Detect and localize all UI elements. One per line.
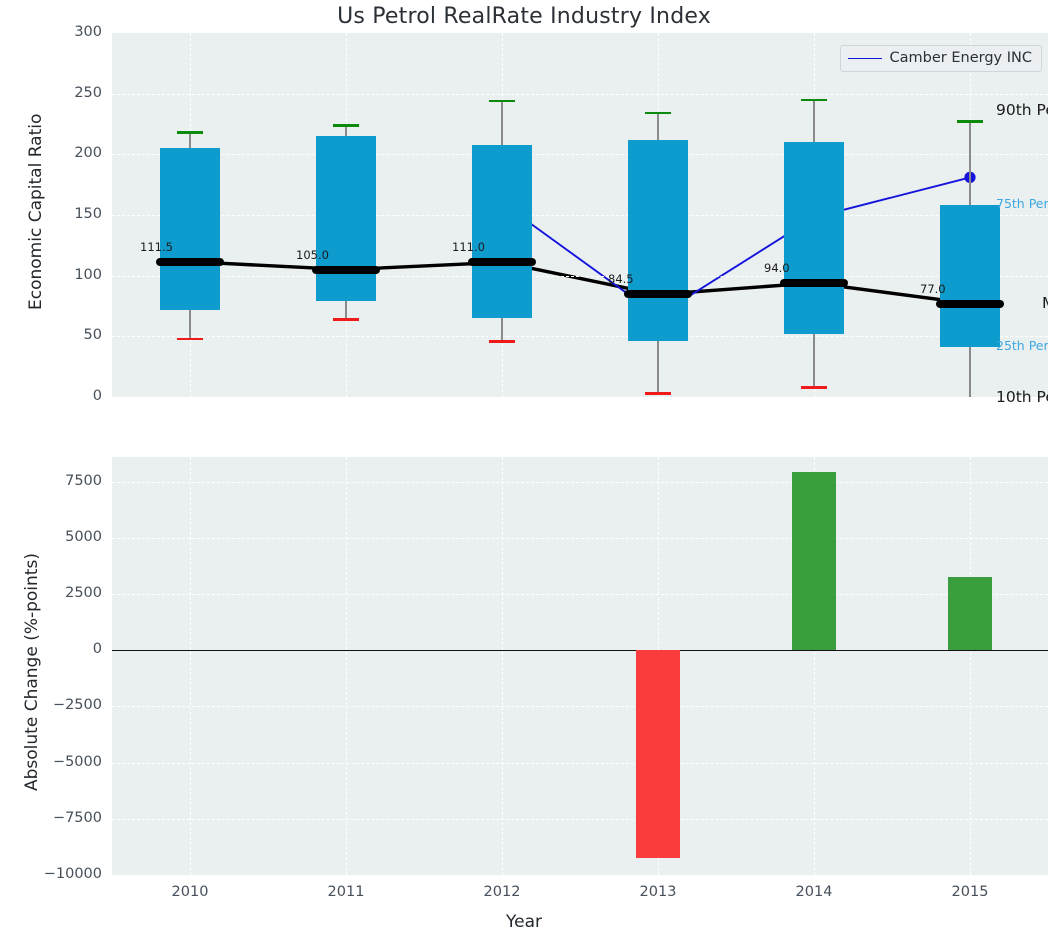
x-tick-label: 2010 xyxy=(171,884,209,900)
panel-industry-distribution xyxy=(112,33,1048,397)
legend: Camber Energy INC xyxy=(839,45,1042,72)
p90-cap xyxy=(801,98,827,102)
y-tick-label: 100 xyxy=(74,266,102,283)
annotation-median: Median xyxy=(1042,294,1048,312)
p90-cap xyxy=(333,124,359,127)
p10-cap xyxy=(333,318,359,321)
percentile-box xyxy=(472,144,532,319)
legend-label-camber-energy: Camber Energy INC xyxy=(889,50,1032,66)
change-bar-negative xyxy=(636,650,680,859)
x-tick-label: 2011 xyxy=(327,884,365,900)
median-value-label: 111.0 xyxy=(452,240,485,255)
gridline-horizontal xyxy=(112,818,1048,820)
y-tick-label: 200 xyxy=(74,145,102,162)
median-marker xyxy=(156,257,224,266)
top-panel-overlay xyxy=(189,171,976,322)
median-marker xyxy=(936,299,1004,308)
y-tick-label: −10000 xyxy=(43,866,102,882)
p10-cap xyxy=(801,386,827,389)
median-value-label: 105.0 xyxy=(296,247,329,262)
gridline-vertical xyxy=(190,457,191,875)
y-tick-label: −7500 xyxy=(52,809,102,826)
y-tick-label: 50 xyxy=(83,327,102,344)
camber-energy-line xyxy=(501,176,971,317)
percentile-box xyxy=(316,136,376,302)
annotation-25th-percentile: 25th Percentile xyxy=(996,338,1048,354)
y-tick-label: 7500 xyxy=(65,472,102,489)
annotation-75th-percentile: 75th Percentile xyxy=(996,196,1048,212)
gridline-vertical xyxy=(970,457,971,875)
gridline-horizontal xyxy=(112,762,1048,764)
y-tick-label: 150 xyxy=(74,206,102,222)
p10-cap xyxy=(489,339,515,343)
y-tick-label: 250 xyxy=(74,84,102,101)
y-tick-label: 300 xyxy=(74,24,102,40)
x-tick-label: 2015 xyxy=(951,884,989,900)
p90-cap xyxy=(489,99,515,103)
x-tick-label: 2014 xyxy=(795,884,833,900)
y-tick-label: −2500 xyxy=(52,697,102,714)
percentile-box xyxy=(940,205,1000,348)
median-value-label: 77.0 xyxy=(920,281,946,296)
percentile-box xyxy=(784,142,844,334)
percentile-box xyxy=(628,139,688,342)
gridline-horizontal xyxy=(112,706,1048,708)
median-marker xyxy=(780,278,848,287)
percentile-box xyxy=(160,148,220,310)
panel-absolute-change xyxy=(112,457,1048,875)
y-tick-label: 2500 xyxy=(65,585,102,602)
change-bar-positive xyxy=(948,576,992,651)
gridline-horizontal xyxy=(112,481,1048,483)
x-tick-label: 2012 xyxy=(483,884,521,900)
p10-cap xyxy=(177,337,203,341)
median-marker xyxy=(624,290,692,299)
median-value-label: 111.5 xyxy=(140,239,173,254)
gridline-vertical xyxy=(346,457,347,875)
x-axis-label: Year xyxy=(506,912,542,932)
annotation-10th-percentile: 10th Percentile xyxy=(996,388,1048,406)
gridline-horizontal xyxy=(112,537,1048,539)
y-tick-label: −5000 xyxy=(52,753,102,770)
p90-cap xyxy=(645,111,671,115)
gridline-vertical xyxy=(502,457,503,875)
p90-cap xyxy=(957,120,983,123)
y-tick-label: 5000 xyxy=(65,528,102,545)
gridline-horizontal xyxy=(112,594,1048,596)
x-tick-label: 2013 xyxy=(639,884,677,900)
median-trend-line xyxy=(189,260,971,306)
legend-line-icon xyxy=(847,57,882,59)
median-value-label: 84.5 xyxy=(608,272,634,287)
median-marker xyxy=(468,258,536,267)
median-value-label: 94.0 xyxy=(764,260,790,275)
change-bar-positive xyxy=(792,472,836,651)
zero-line xyxy=(112,650,1048,652)
chart-title: Us Petrol RealRate Industry Index xyxy=(337,4,711,29)
y-tick-label: 0 xyxy=(92,388,102,404)
median-marker xyxy=(312,265,380,274)
p10-cap xyxy=(645,392,671,395)
annotation-90th-percentile: 90th Percentile xyxy=(996,101,1048,120)
p90-cap xyxy=(177,131,203,134)
y-tick-label: 0 xyxy=(92,641,102,658)
